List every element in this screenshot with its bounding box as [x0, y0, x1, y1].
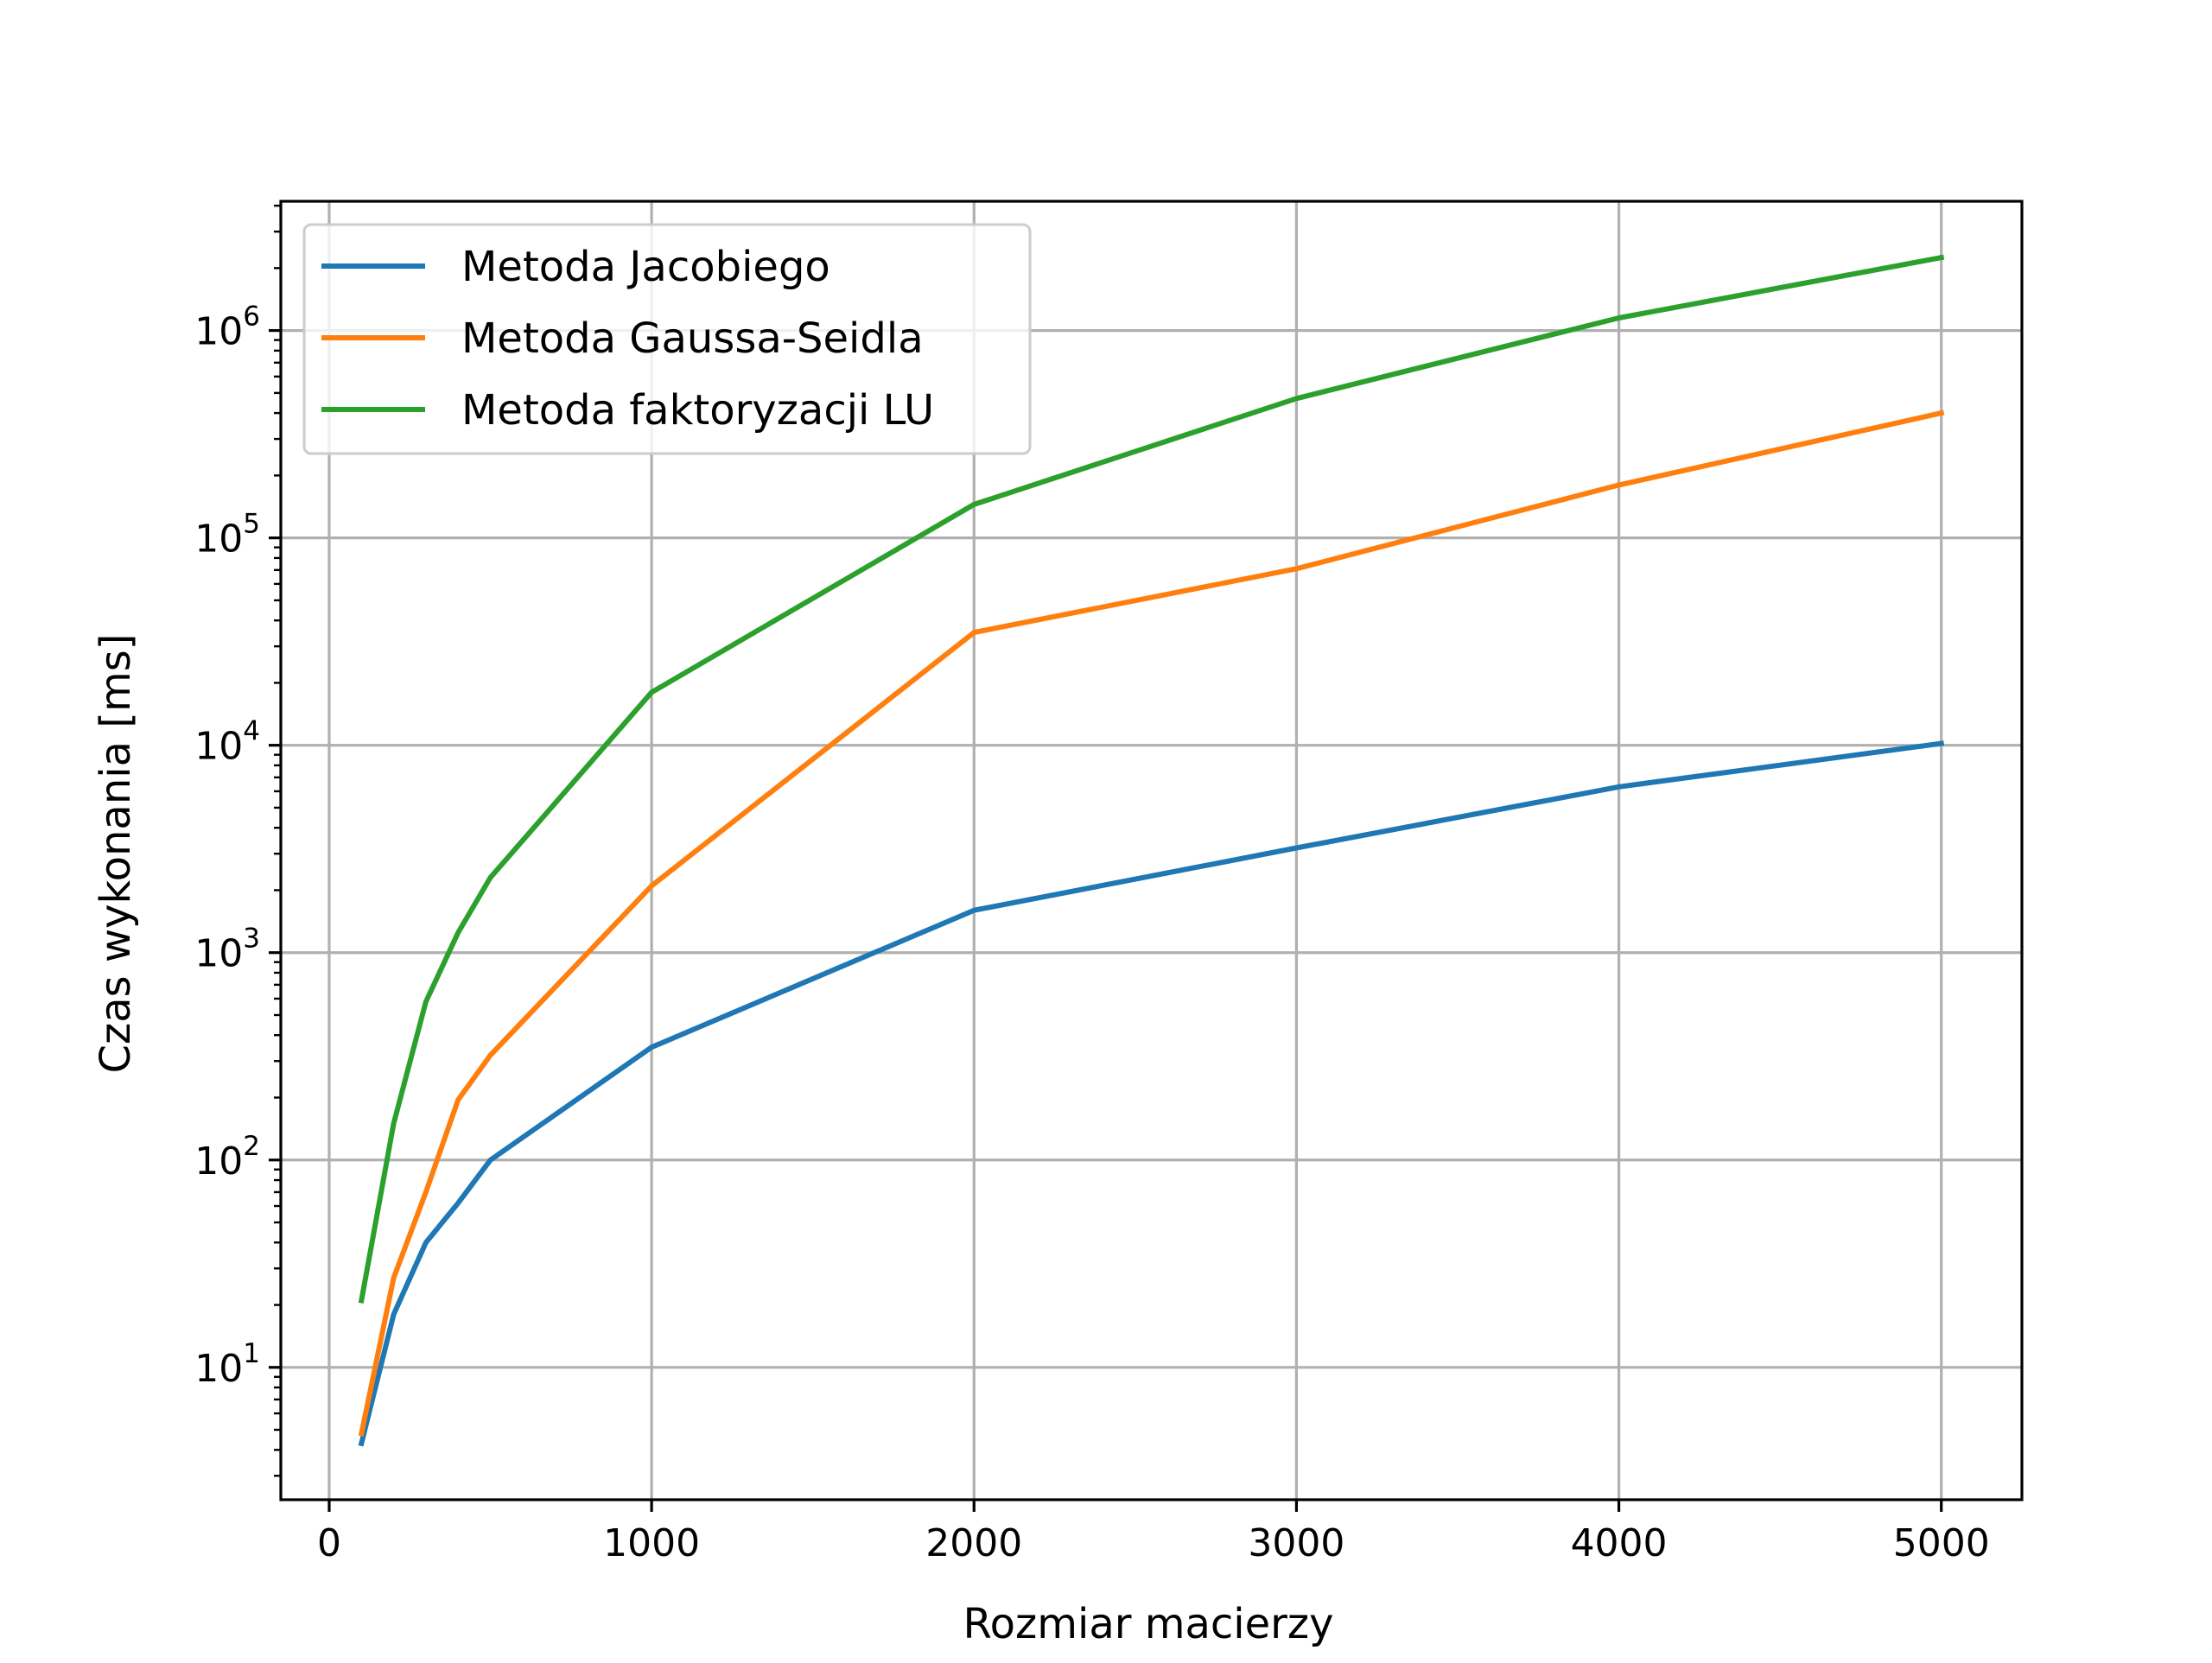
x-tick-label: 5000	[1893, 1521, 1990, 1565]
x-tick-label: 1000	[603, 1521, 700, 1565]
series-line-1	[358, 740, 1945, 1447]
y-tick-label: 104	[194, 716, 260, 769]
legend-entry-label: Metoda Jacobiego	[461, 243, 830, 291]
plot-frame	[279, 200, 2024, 1501]
series-lines	[358, 254, 1945, 1447]
legend-box	[302, 223, 1032, 455]
x-tick-label: 4000	[1571, 1521, 1668, 1565]
y-tick-label: 105	[194, 509, 260, 562]
legend: Metoda Jacobiego Metoda Gaussa-Seidla Meto…	[302, 223, 1032, 455]
x-tick-label: 0	[317, 1521, 341, 1565]
y-tick-label: 103	[194, 924, 260, 976]
series-line-2	[358, 409, 1945, 1437]
legend-entry-label: Metoda faktoryzacji LU	[461, 386, 934, 435]
y-tick-label: 106	[194, 301, 260, 354]
x-tick-label: 3000	[1248, 1521, 1344, 1565]
y-tick-label: 102	[194, 1131, 260, 1184]
y-tick-label: 101	[194, 1338, 260, 1391]
x-axis-label: Rozmiar macierzy	[963, 1600, 1333, 1648]
x-tick-label: 2000	[925, 1521, 1022, 1565]
axes: 0 1000 2000 3000 4000 5000 101 102 103 104 105 106	[194, 200, 2024, 1565]
series-line-3	[358, 254, 1945, 1304]
y-axis-label: Czas wykonania [ms]	[92, 634, 140, 1074]
legend-entry-label: Metoda Gaussa-Seidla	[461, 314, 924, 363]
